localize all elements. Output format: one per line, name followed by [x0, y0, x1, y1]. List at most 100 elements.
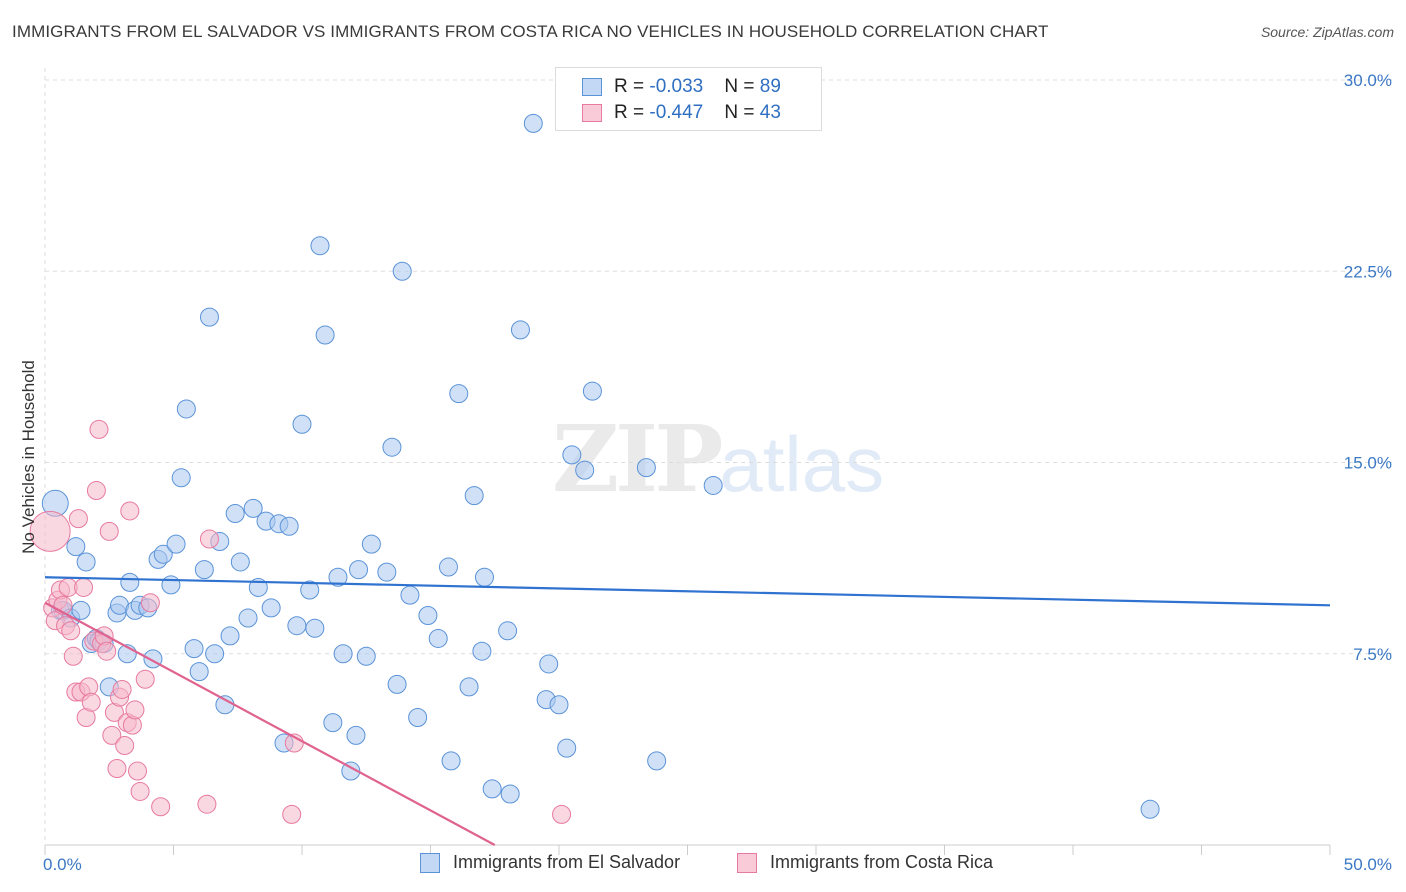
- series-costa-rica-points: [29, 419, 572, 824]
- point-el-salvador: [315, 325, 335, 345]
- point-el-salvador: [464, 486, 484, 506]
- point-el-salvador: [323, 713, 343, 733]
- bottom-legend-label-el-salvador: Immigrants from El Salvador: [453, 852, 681, 872]
- point-el-salvador: [482, 779, 502, 799]
- point-el-salvador: [474, 567, 494, 587]
- point-el-salvador: [400, 585, 420, 605]
- point-costa-rica: [102, 725, 122, 745]
- point-el-salvador: [387, 674, 407, 694]
- point-el-salvador: [230, 552, 250, 572]
- point-costa-rica: [89, 419, 109, 439]
- bottom-legend-swatch-pink: [737, 853, 757, 873]
- point-costa-rica: [552, 804, 572, 824]
- legend-text-costa-rica: R = -0.447 N = 43: [614, 102, 781, 123]
- point-el-salvador: [199, 307, 219, 327]
- bottom-legend-swatch-blue: [420, 853, 440, 873]
- point-el-salvador: [71, 600, 91, 620]
- axes: [44, 68, 1331, 855]
- point-costa-rica: [282, 804, 302, 824]
- point-costa-rica: [125, 700, 145, 720]
- point-el-salvador: [220, 626, 240, 646]
- point-el-salvador: [76, 552, 96, 572]
- point-costa-rica: [151, 797, 171, 817]
- trend-line-costa-rica: [44, 601, 496, 846]
- point-el-salvador: [356, 646, 376, 666]
- point-el-salvador: [261, 598, 281, 618]
- correlation-legend: R = -0.033 N = 89 R = -0.447 N = 43: [555, 67, 822, 131]
- point-el-salvador: [549, 695, 569, 715]
- point-costa-rica: [99, 521, 119, 541]
- y-tick-label: 22.5%: [1344, 262, 1392, 281]
- point-costa-rica: [140, 593, 160, 613]
- bottom-legend-label-costa-rica: Immigrants from Costa Rica: [770, 852, 994, 872]
- point-el-salvador: [703, 475, 723, 495]
- point-el-salvador: [382, 437, 402, 457]
- x-tick-label-min: 0.0%: [43, 855, 82, 874]
- point-el-salvador: [441, 751, 461, 771]
- point-costa-rica: [29, 510, 71, 552]
- point-costa-rica: [97, 641, 117, 661]
- point-costa-rica: [130, 781, 150, 801]
- point-el-salvador: [392, 261, 412, 281]
- point-el-salvador: [418, 606, 438, 625]
- point-el-salvador: [438, 557, 458, 577]
- point-el-salvador: [449, 384, 469, 404]
- point-costa-rica: [135, 669, 155, 689]
- point-el-salvador: [184, 639, 204, 659]
- point-el-salvador: [238, 608, 258, 628]
- point-el-salvador: [176, 399, 196, 419]
- point-costa-rica: [115, 736, 135, 756]
- legend-text-el-salvador: R = -0.033 N = 89: [614, 76, 781, 97]
- point-el-salvador: [523, 113, 543, 133]
- point-costa-rica: [112, 679, 132, 699]
- point-el-salvador: [428, 628, 448, 648]
- point-el-salvador: [153, 544, 173, 564]
- point-el-salvador: [361, 534, 381, 554]
- point-el-salvador: [510, 320, 530, 340]
- point-el-salvador: [310, 236, 330, 256]
- point-costa-rica: [81, 692, 101, 712]
- trend-lines: [44, 576, 1331, 846]
- axis-labels: 7.5% 15.0% 22.5% 30.0% 0.0% 50.0% No Vehicles …: [19, 71, 1392, 874]
- point-costa-rica: [61, 621, 81, 641]
- source-credit: Source: ZipAtlas.com: [1260, 24, 1394, 40]
- point-costa-rica: [120, 501, 140, 521]
- point-el-salvador: [562, 445, 582, 465]
- y-tick-label: 30.0%: [1344, 71, 1392, 90]
- point-el-salvador: [166, 534, 186, 554]
- point-el-salvador: [205, 644, 225, 664]
- point-el-salvador: [500, 784, 520, 804]
- point-el-salvador: [189, 662, 209, 682]
- point-el-salvador: [225, 504, 245, 523]
- point-el-salvador: [349, 560, 369, 580]
- point-el-salvador: [582, 381, 602, 401]
- point-el-salvador: [333, 644, 353, 664]
- point-el-salvador: [539, 654, 559, 674]
- point-el-salvador: [120, 572, 140, 592]
- point-el-salvador: [498, 621, 518, 641]
- point-el-salvador: [377, 562, 397, 582]
- trend-line-el-salvador: [44, 576, 1331, 607]
- legend-swatch-blue: [582, 78, 602, 96]
- chart-title: IMMIGRANTS FROM EL SALVADOR VS IMMIGRANT…: [12, 22, 1049, 41]
- point-costa-rica: [68, 509, 88, 529]
- point-costa-rica: [128, 761, 148, 781]
- point-el-salvador: [408, 708, 428, 727]
- point-el-salvador: [171, 468, 191, 488]
- point-costa-rica: [74, 577, 94, 597]
- y-axis-title: No Vehicles in Household: [19, 360, 38, 554]
- point-el-salvador: [194, 560, 214, 580]
- point-el-salvador: [66, 537, 86, 557]
- point-el-salvador: [328, 567, 348, 587]
- point-costa-rica: [63, 646, 83, 666]
- point-el-salvador: [647, 751, 667, 771]
- point-el-salvador: [557, 738, 577, 758]
- point-el-salvador: [341, 761, 361, 781]
- point-costa-rica: [86, 481, 106, 501]
- point-el-salvador: [346, 725, 366, 745]
- x-tick-label-max: 50.0%: [1344, 855, 1392, 874]
- point-el-salvador: [300, 580, 320, 600]
- point-el-salvador: [472, 641, 492, 661]
- point-el-salvador: [243, 498, 263, 518]
